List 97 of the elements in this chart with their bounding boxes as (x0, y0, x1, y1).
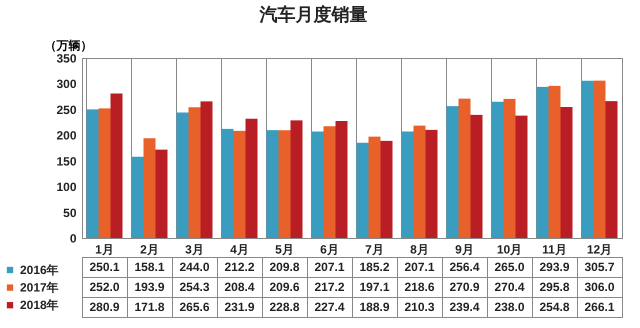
data-label: 270.9 (449, 280, 480, 294)
y-tick-label: 100 (56, 180, 77, 194)
bar (516, 116, 528, 238)
bar (606, 101, 618, 238)
data-label: 254.8 (539, 300, 570, 314)
bar (356, 142, 368, 238)
legend-label: 2016年 (20, 263, 59, 277)
data-label: 265.6 (179, 300, 210, 314)
bar (402, 131, 414, 238)
bar (278, 130, 290, 238)
bar (156, 150, 168, 238)
data-label: 256.4 (449, 260, 480, 274)
y-tick-label: 250 (56, 102, 77, 117)
x-tick-label: 2月 (140, 242, 159, 256)
bar (380, 140, 392, 238)
bar (548, 86, 560, 238)
data-label: 250.1 (89, 260, 120, 274)
data-label: 209.6 (269, 280, 300, 294)
data-label: 266.1 (584, 300, 615, 314)
data-label: 207.1 (404, 260, 435, 274)
y-tick-label: 350 (56, 52, 77, 66)
data-label: 265.0 (494, 260, 525, 274)
y-axis-title: （万辆） (44, 38, 92, 52)
x-tick-label: 7月 (365, 242, 384, 256)
x-tick-label: 8月 (410, 242, 429, 256)
bar (560, 106, 572, 238)
bar (110, 94, 122, 238)
x-tick-label: 6月 (320, 242, 339, 256)
bar (594, 80, 606, 238)
bar (86, 109, 98, 238)
bar (200, 101, 212, 238)
data-label: 197.1 (359, 280, 390, 294)
data-label: 228.8 (269, 300, 300, 314)
data-label: 306.0 (584, 280, 615, 294)
data-label: 293.9 (539, 260, 570, 274)
x-tick-label: 10月 (496, 242, 522, 256)
bar (222, 128, 234, 238)
bar (504, 98, 516, 238)
y-tick-label: 150 (56, 154, 77, 168)
legend-label: 2017年 (20, 280, 59, 295)
bar (266, 130, 278, 238)
bar (132, 156, 144, 238)
bar (246, 118, 258, 238)
bar (426, 130, 438, 238)
x-tick-label: 5月 (275, 242, 294, 256)
data-label: 231.9 (224, 300, 255, 314)
data-label: 158.1 (134, 260, 165, 274)
bar (582, 80, 594, 238)
bar (312, 131, 324, 238)
y-tick-label: 300 (56, 77, 77, 92)
bar (368, 136, 380, 238)
y-tick-label: 200 (56, 128, 77, 143)
x-tick-label: 9月 (455, 242, 474, 256)
bar (98, 108, 110, 238)
bar (176, 112, 188, 238)
data-label: 270.4 (494, 280, 525, 294)
bar (458, 98, 470, 238)
data-label: 239.4 (449, 300, 480, 314)
data-label: 254.3 (179, 280, 210, 294)
chart-title: 汽车月度销量 (258, 4, 368, 24)
data-label: 305.7 (584, 260, 615, 274)
data-label: 208.4 (224, 280, 255, 294)
data-label: 188.9 (359, 300, 390, 314)
data-label: 212.2 (224, 260, 255, 274)
data-label: 210.3 (404, 300, 435, 314)
bar (536, 86, 548, 238)
x-tick-label: 12月 (586, 242, 612, 256)
x-tick-label: 4月 (230, 242, 249, 256)
data-label: 217.2 (314, 280, 345, 294)
data-label: 238.0 (494, 300, 525, 314)
bar (324, 126, 336, 238)
data-label: 227.4 (314, 300, 345, 314)
bar (144, 138, 156, 238)
data-label: 171.8 (134, 300, 165, 314)
data-label: 244.0 (179, 260, 210, 274)
bar (492, 102, 504, 238)
bar (446, 106, 458, 238)
bar (234, 130, 246, 238)
data-label: 193.9 (134, 280, 165, 294)
data-label: 209.8 (269, 260, 300, 274)
bar (336, 121, 348, 238)
data-label: 207.1 (314, 260, 345, 274)
bar (470, 114, 482, 238)
y-tick-label: 50 (63, 206, 77, 220)
data-label: 280.9 (89, 300, 120, 314)
data-label: 185.2 (359, 260, 390, 274)
x-tick-label: 11月 (542, 242, 567, 256)
data-label: 295.8 (539, 280, 570, 294)
bar (290, 120, 302, 238)
bar (414, 126, 426, 238)
data-label: 252.0 (89, 280, 120, 294)
x-tick-label: 3月 (185, 242, 204, 256)
y-tick-label: 0 (70, 232, 77, 246)
bar (188, 107, 200, 238)
x-tick-label: 1月 (95, 242, 114, 256)
data-label: 218.6 (404, 280, 435, 294)
legend-label: 2018年 (20, 298, 59, 312)
